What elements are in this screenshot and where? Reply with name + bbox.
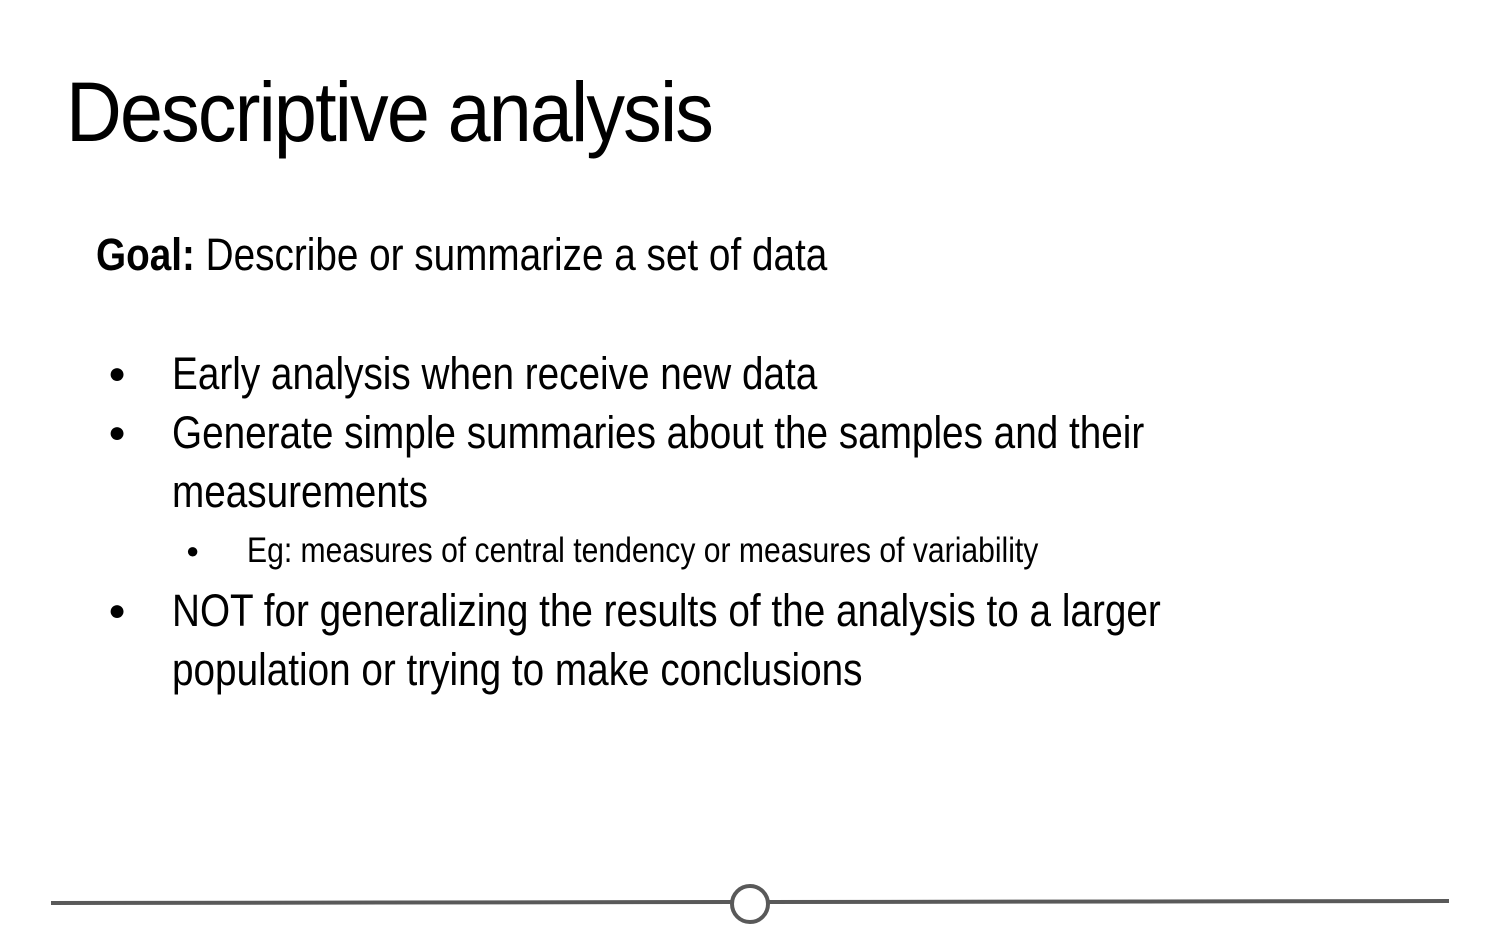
sub-list-item: ● Eg: measures of central tendency or me… xyxy=(0,521,1500,581)
list-item: ● Generate simple summaries about the sa… xyxy=(0,403,1500,521)
timeline-line-left xyxy=(50,900,733,905)
bullet-icon: ● xyxy=(186,538,200,563)
list-item-text: Early analysis when receive new data xyxy=(172,348,818,399)
bullet-icon: ● xyxy=(108,594,127,627)
timeline-decoration xyxy=(50,884,1450,924)
bullet-icon: ● xyxy=(108,416,127,449)
goal-label: Goal: xyxy=(96,229,195,280)
timeline-node-icon xyxy=(730,884,770,924)
goal-statement: Goal: Describe or summarize a set of dat… xyxy=(96,226,827,284)
list-item: ● NOT for generalizing the results of th… xyxy=(0,581,1500,699)
bullet-list: ● Early analysis when receive new data ●… xyxy=(0,344,1500,699)
list-item-text: NOT for generalizing the results of the … xyxy=(172,585,1161,695)
slide-title: Descriptive analysis xyxy=(66,65,714,159)
timeline-line-right xyxy=(768,899,1450,904)
sub-list-item-text: Eg: measures of central tendency or meas… xyxy=(247,531,1039,570)
list-item-text: Generate simple summaries about the samp… xyxy=(172,407,1145,517)
bullet-icon: ● xyxy=(108,357,127,390)
goal-text: Describe or summarize a set of data xyxy=(205,229,828,280)
list-item: ● Early analysis when receive new data xyxy=(0,344,1500,403)
